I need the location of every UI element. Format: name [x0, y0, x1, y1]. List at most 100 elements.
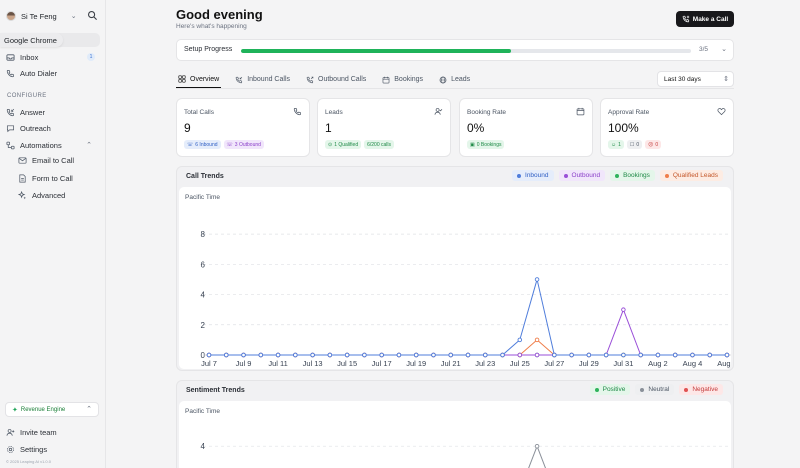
series-line-neutral: [536, 446, 547, 468]
data-point-inbound: [655, 352, 661, 358]
x-tick-label: Jul 15: [337, 359, 357, 368]
frown-icon: ☹: [648, 141, 654, 148]
y-tick-label: 2: [201, 321, 206, 330]
tab-outbound-calls[interactable]: Outbound Calls: [304, 71, 368, 88]
sidebar-item-inbox[interactable]: Inbox 1: [6, 50, 100, 64]
data-point-inbound: [413, 352, 419, 358]
legend-bookings[interactable]: Bookings: [610, 170, 655, 181]
x-tick-label: Jul 21: [441, 359, 461, 368]
sidebar-item-answer[interactable]: Answer: [6, 105, 100, 119]
legend-negative[interactable]: Negative: [679, 384, 723, 395]
pill-text: 0: [655, 141, 659, 148]
tab-divider: [176, 88, 734, 89]
search-icon[interactable]: [87, 10, 98, 21]
user-menu[interactable]: Si Te Feng ⌄: [6, 8, 100, 24]
progress-bar: [241, 49, 691, 53]
data-point-inbound: [638, 352, 643, 358]
data-point-qualified: [534, 337, 540, 343]
chevron-down-icon[interactable]: ⌄: [721, 46, 727, 53]
legend-label: Neutral: [648, 386, 670, 393]
tab-bookings[interactable]: Bookings: [380, 71, 425, 88]
legend-dot: [664, 173, 669, 178]
calendar-icon: ▣: [470, 141, 475, 148]
tab-leads[interactable]: Leads: [437, 71, 472, 88]
calendar-icon: [576, 107, 585, 116]
sidebar-item-auto-dialer[interactable]: Auto Dialer: [6, 66, 100, 80]
pill-text: 0 Bookings: [476, 141, 502, 148]
data-point-inbound: [621, 352, 626, 358]
legend-inbound[interactable]: Inbound: [512, 170, 554, 181]
phone-icon: [293, 107, 302, 116]
tab-bar: Overview Inbound Calls Outbound Calls Bo…: [176, 71, 484, 88]
x-tick-label: Jul 27: [544, 359, 564, 368]
date-range-select[interactable]: Last 30 days ⇕: [657, 71, 734, 87]
sidebar-item-label: Inbox: [20, 52, 39, 62]
legend-outbound[interactable]: Outbound: [558, 170, 606, 181]
data-point-inbound: [293, 352, 298, 358]
data-point-inbound: [586, 352, 592, 358]
setup-progress[interactable]: Setup Progress 3/5 ⌄: [176, 39, 734, 61]
kpi-value: 1: [325, 121, 332, 135]
data-point-neutral: [534, 443, 540, 449]
revenue-engine-button[interactable]: ✦ Revenue Engine ⌃: [5, 402, 99, 417]
data-point-inbound: [258, 352, 264, 358]
chart-subtitle: Pacific Time: [185, 194, 221, 201]
avatar: [6, 11, 16, 21]
legend-neutral[interactable]: Neutral: [635, 384, 675, 395]
neutral-pill: ☐ 0: [626, 140, 643, 149]
sidebar-item-form-to-call[interactable]: Form to Call: [18, 171, 100, 185]
chart-legend: Inbound Outbound Bookings Qualified Lead…: [507, 170, 723, 181]
y-tick-label: 0: [201, 351, 206, 360]
legend-qualified-leads[interactable]: Qualified Leads: [659, 170, 723, 181]
x-tick-label: Jul 25: [510, 359, 530, 368]
kpi-card-total-calls[interactable]: Total Calls 9 ☏ 6 Inbound ☏ 3 Outbound: [176, 98, 310, 157]
chevron-down-icon: ⌄: [70, 13, 77, 20]
smile-icon: ☺: [611, 141, 617, 148]
x-tick-label: Jul 29: [579, 359, 599, 368]
legend-positive[interactable]: Positive: [589, 384, 631, 395]
kpi-pills: ☺ 1 ☐ 0 ☹ 0: [608, 140, 664, 149]
tab-label: Leads: [451, 76, 471, 83]
kpi-pills: ☏ 6 Inbound ☏ 3 Outbound: [184, 140, 267, 149]
kpi-label: Booking Rate: [467, 109, 507, 116]
chart-legend: Positive Neutral Negative: [585, 384, 723, 395]
tab-overview[interactable]: Overview: [176, 71, 222, 88]
sidebar: Si Te Feng ⌄ Google Chrome Inbox 1 Auto …: [0, 0, 106, 468]
kpi-value: 9: [184, 121, 191, 135]
chart-body: Pacific Time 4: [179, 401, 731, 468]
pill-text: 6/200 calls: [367, 141, 392, 148]
data-point-inbound: [517, 337, 523, 343]
sidebar-item-automations[interactable]: Automations ⌃: [6, 138, 100, 152]
kpi-label: Approval Rate: [608, 109, 650, 116]
chevron-up-icon[interactable]: ⌃: [86, 142, 92, 149]
phone-incoming-icon: [6, 108, 15, 117]
kpi-card-booking-rate[interactable]: Booking Rate 0% ▣ 0 Bookings: [459, 98, 593, 157]
sparkle-icon: [18, 190, 27, 200]
sidebar-item-email-to-call[interactable]: Email to Call: [18, 153, 100, 167]
sidebar-item-outreach[interactable]: Outreach: [6, 121, 100, 135]
kpi-card-leads[interactable]: Leads 1 ⊙ 1 Qualified 6/200 calls: [317, 98, 451, 157]
data-point-inbound: [431, 352, 436, 358]
user-check-icon: [434, 107, 443, 116]
make-call-button[interactable]: Make a Call: [676, 11, 734, 27]
sidebar-item-label: Automations: [20, 140, 62, 150]
x-tick-label: Jul 11: [268, 359, 287, 368]
sidebar-item-advanced[interactable]: Advanced: [18, 188, 100, 202]
sidebar-item-invite-team[interactable]: Invite team: [6, 425, 100, 439]
pill-text: 0: [636, 141, 640, 148]
tab-inbound-calls[interactable]: Inbound Calls: [233, 71, 292, 88]
y-tick-label: 4: [201, 442, 206, 451]
data-point-inbound: [275, 352, 281, 358]
sidebar-item-settings[interactable]: Settings: [6, 442, 100, 456]
x-tick-label: Aug 2: [648, 359, 668, 368]
gear-icon: [6, 445, 15, 454]
tab-label: Outbound Calls: [318, 76, 367, 83]
inbound-count-pill: ☏ 6 Inbound: [184, 140, 221, 149]
make-call-label: Make a Call: [692, 15, 729, 23]
x-tick-label: Jul 17: [372, 359, 392, 368]
data-point-outbound: [517, 352, 523, 358]
kpi-card-approval-rate[interactable]: Approval Rate 100% ☺ 1 ☐ 0 ☹ 0: [600, 98, 734, 157]
kpi-value: 0%: [467, 121, 485, 135]
page-subtitle: Here's what's happening: [176, 23, 247, 30]
kpi-label: Leads: [325, 109, 343, 116]
